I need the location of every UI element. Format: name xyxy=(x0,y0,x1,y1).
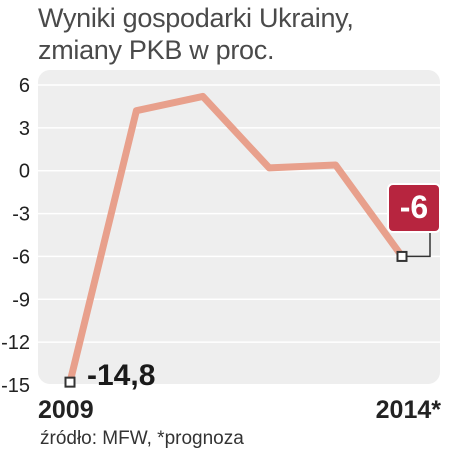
series-line xyxy=(66,92,406,386)
y-tick-label: 3 xyxy=(19,118,30,140)
y-axis-ticks: 6 3 0 -3 -6 -9 -12 -15 xyxy=(1,75,30,397)
x-tick-label: 2014* xyxy=(376,396,442,424)
y-tick-label: -3 xyxy=(12,204,30,226)
grid-lines xyxy=(38,84,440,343)
data-label: -14,8 xyxy=(87,359,155,392)
plot-panel xyxy=(38,70,440,384)
source-note: źródło: MFW, *prognoza xyxy=(40,428,244,449)
y-tick-label: 6 xyxy=(19,75,30,97)
title-line-2: zmiany PKB w proc. xyxy=(38,35,275,65)
annotations: -14,8 -6 xyxy=(64,183,441,392)
callout-box xyxy=(387,183,441,233)
y-tick-label: 0 xyxy=(19,161,30,183)
plot-background xyxy=(38,70,440,384)
callout-leader xyxy=(402,232,431,258)
chart-title: Wyniki gospodarki Ukrainy, zmiany PKB w … xyxy=(38,2,354,66)
title-line-1: Wyniki gospodarki Ukrainy, xyxy=(38,3,354,33)
x-tick-label: 2009 xyxy=(38,396,94,424)
y-tick-label: -12 xyxy=(1,332,30,354)
y-tick-label: -6 xyxy=(12,246,30,268)
x-axis-ticks: 2009 2014* xyxy=(38,396,441,424)
series-line-group xyxy=(66,92,406,386)
data-point-marker xyxy=(64,376,76,388)
y-tick-label: -9 xyxy=(12,289,30,311)
data-label: -6 xyxy=(400,189,428,225)
y-tick-label: -15 xyxy=(1,375,30,397)
data-point-marker xyxy=(396,250,408,262)
